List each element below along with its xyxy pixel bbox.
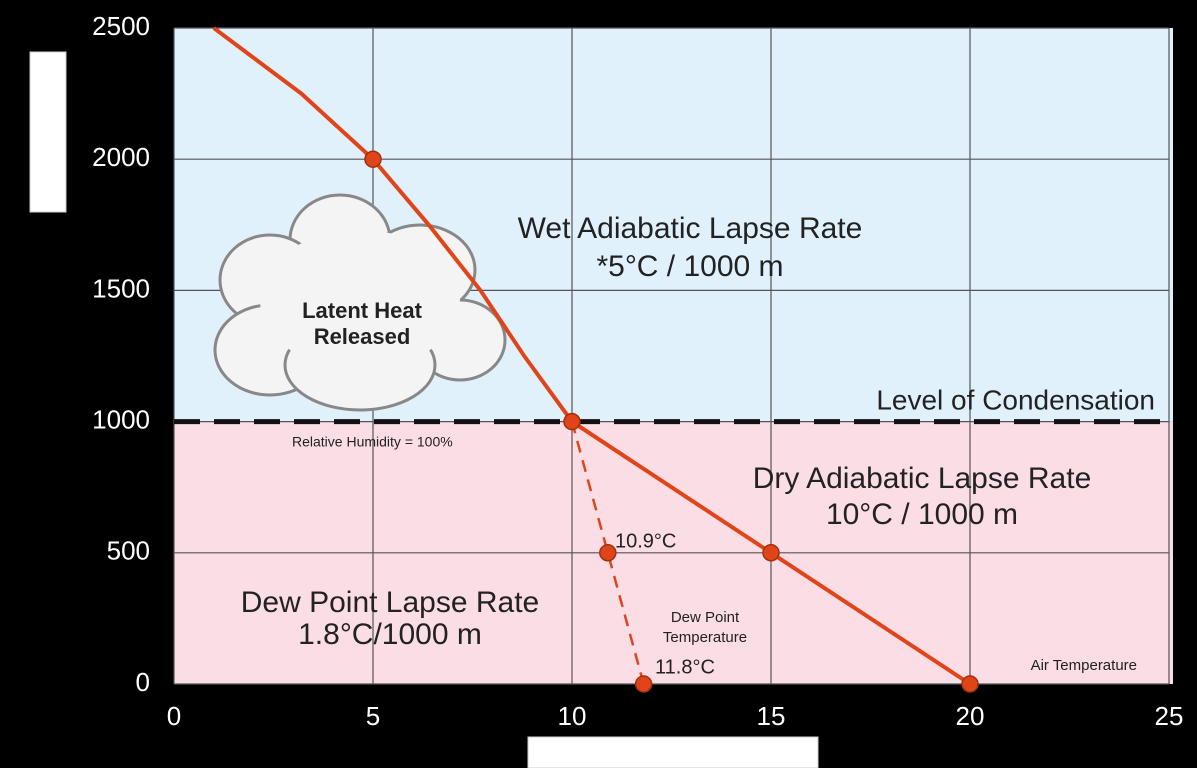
annotation: Latent Heat (302, 298, 422, 323)
point (962, 676, 978, 692)
point (636, 676, 652, 692)
annotation: 10°C / 1000 m (826, 498, 1018, 531)
annotation: *5°C / 1000 m (596, 250, 783, 283)
point (600, 545, 616, 561)
annotation: Wet Adiabatic Lapse Rate (518, 212, 863, 245)
chart: 0 500 1000 1500 2000 2500 0 5 10 15 20 25 Wet Adiab… (0, 0, 1197, 768)
annotation: Released (314, 324, 411, 349)
x-tick-label: 15 (757, 701, 786, 731)
point (763, 545, 779, 561)
blank-box (528, 737, 818, 768)
annotation: 11.8°C (655, 656, 715, 678)
annotation: Temperature (663, 629, 747, 646)
annotation: Level of Condensation (876, 384, 1155, 415)
annotation: Relative Humidity = 100% (292, 434, 453, 450)
annotation: Air Temperature (1031, 657, 1137, 674)
annotation: Dew Point Lapse Rate (241, 586, 540, 619)
annotation: 1.8°C/1000 m (298, 618, 482, 651)
x-tick-label: 10 (558, 701, 587, 731)
annotation: 10.9°C (615, 530, 676, 552)
point (564, 414, 580, 430)
y-tick-label: 0 (136, 667, 150, 697)
y-tick-label: 2500 (92, 11, 150, 41)
annotation: Dry Adiabatic Lapse Rate (753, 462, 1092, 495)
x-tick-label: 0 (167, 701, 181, 731)
x-tick-label: 20 (956, 701, 985, 731)
annotation: Dew Point (671, 609, 740, 626)
y-tick-label: 2000 (92, 142, 150, 172)
point (365, 151, 381, 167)
y-tick-label: 1000 (92, 404, 150, 434)
x-tick-label: 5 (366, 701, 380, 731)
y-tick-label: 500 (107, 536, 150, 566)
y-tick-label: 1500 (92, 273, 150, 303)
x-tick-label: 25 (1155, 701, 1184, 731)
blank-box (30, 52, 66, 212)
